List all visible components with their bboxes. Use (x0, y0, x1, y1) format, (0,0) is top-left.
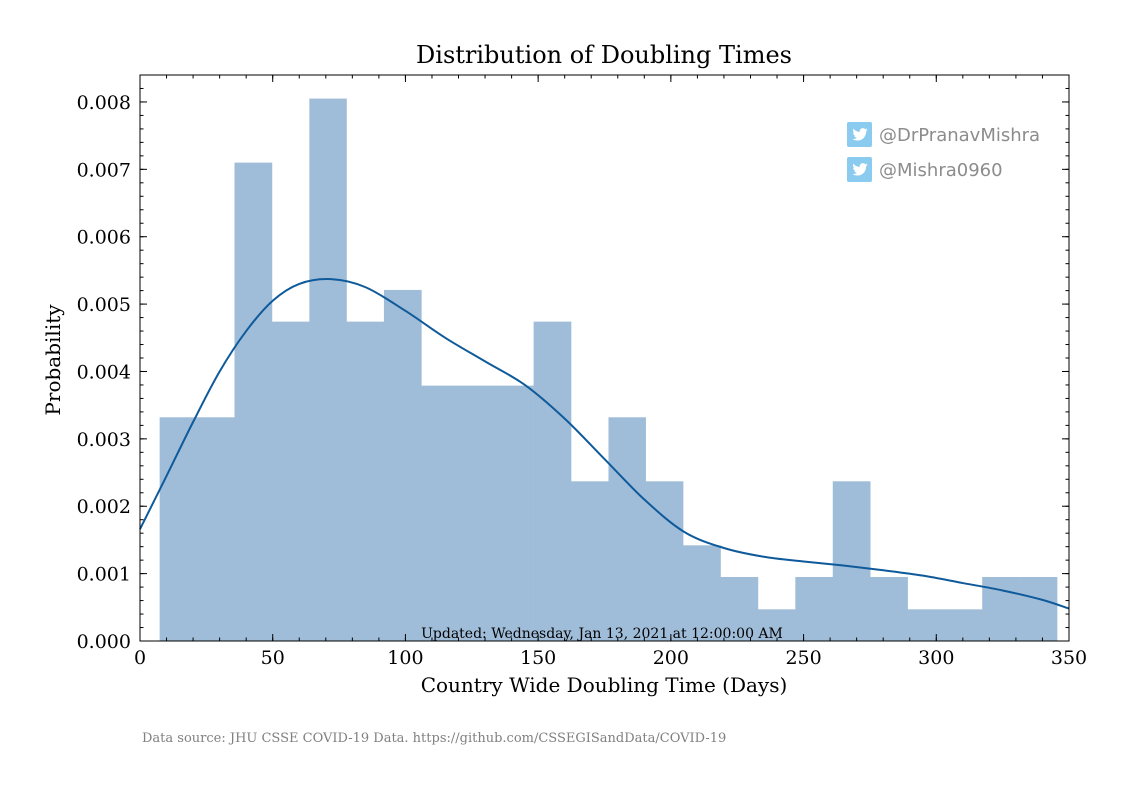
histogram-bar (421, 385, 460, 641)
histogram-bar (683, 545, 721, 641)
y-tick-label: 0.005 (77, 294, 131, 316)
histogram-bar (346, 321, 385, 641)
histogram-bar (533, 321, 572, 641)
x-tick-label: 250 (785, 647, 821, 669)
twitter-handle-2[interactable]: @Mishra0960 (847, 157, 1003, 182)
y-tick-label: 0.006 (77, 227, 131, 249)
y-tick-labels: 0.000 0.001 0.002 0.003 0.004 0.005 0.006 0.007… (77, 92, 131, 653)
twitter-handle-1[interactable]: @DrPranavMishra (847, 122, 1040, 147)
histogram-bar (608, 417, 646, 641)
y-tick-label: 0.000 (77, 631, 131, 653)
y-tick-label: 0.004 (77, 361, 131, 383)
histogram-bar (571, 481, 609, 641)
histogram-bar (1019, 576, 1058, 641)
histogram-bar (944, 609, 983, 641)
histogram-bar (271, 321, 310, 641)
chart-title: Distribution of Doubling Times (416, 41, 792, 69)
x-tick-label: 100 (387, 647, 423, 669)
data-source: Data source: JHU CSSE COVID-19 Data. htt… (142, 731, 726, 746)
histogram-bar (870, 576, 908, 641)
histogram-bar (720, 576, 759, 641)
updated-timestamp: Updated: Wednesday, Jan 13, 2021 at 12:0… (421, 626, 783, 642)
histogram-bar (159, 417, 198, 641)
x-tick-label: 50 (261, 647, 285, 669)
histogram-bar (309, 98, 347, 642)
histogram-bars (159, 98, 1058, 642)
twitter-handle-text: @Mishra0960 (879, 160, 1003, 181)
histogram-bar (757, 609, 796, 641)
y-tick-label: 0.002 (77, 496, 131, 518)
histogram-bar (795, 576, 834, 641)
y-tick-label: 0.001 (77, 564, 131, 586)
x-tick-label: 0 (134, 647, 146, 669)
histogram-bar (496, 385, 534, 641)
x-tick-label: 300 (918, 647, 954, 669)
histogram-bar (234, 162, 273, 641)
x-tick-labels: 0 50 100 150 200 250 300 350 (134, 647, 1087, 669)
twitter-icon (847, 122, 872, 147)
y-axis-label: Probability (41, 304, 65, 416)
x-tick-label: 150 (520, 647, 556, 669)
y-tick-label: 0.008 (77, 92, 131, 114)
histogram-bar (832, 481, 871, 641)
kde-curve (139, 278, 1070, 610)
x-tick-label: 350 (1051, 647, 1087, 669)
twitter-handle-text: @DrPranavMishra (879, 125, 1040, 146)
axis-ticks (139, 74, 1070, 642)
twitter-icon (847, 157, 872, 182)
histogram-bar (197, 417, 235, 641)
histogram-bar (645, 481, 684, 641)
y-tick-label: 0.007 (77, 159, 131, 181)
x-tick-label: 200 (653, 647, 689, 669)
histogram-bar (907, 609, 946, 641)
histogram-bar (383, 289, 422, 641)
y-tick-label: 0.003 (77, 429, 131, 451)
histogram-bar (458, 385, 497, 641)
x-axis-label: Country Wide Doubling Time (Days) (421, 673, 788, 697)
